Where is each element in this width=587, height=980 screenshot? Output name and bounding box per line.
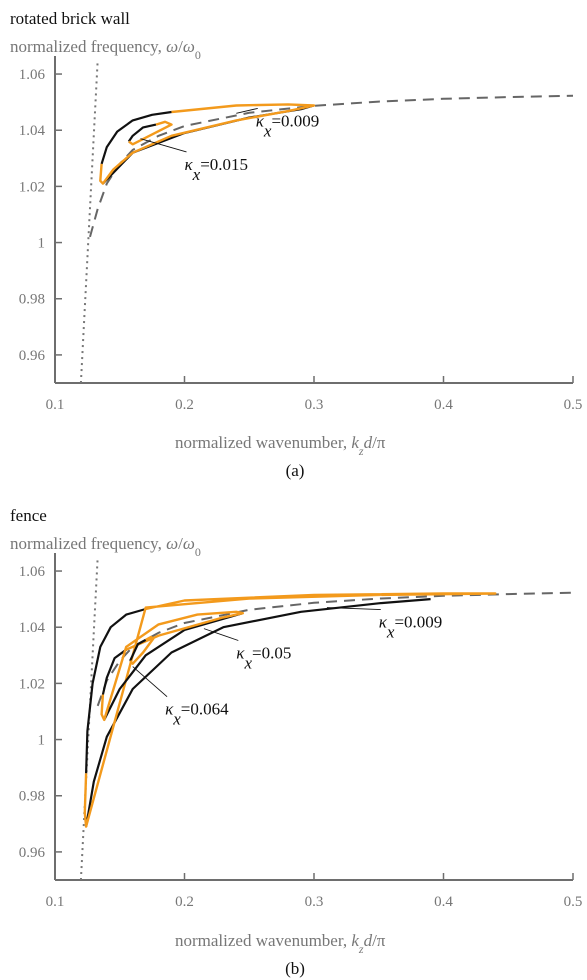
y-axis-label: normalized frequency, ω/ω0 <box>10 534 201 559</box>
x-tick-label: 0.3 <box>305 397 324 413</box>
branch-orange <box>83 592 497 828</box>
y-tick-label: 1.04 <box>19 620 46 636</box>
branch-orange <box>99 103 316 185</box>
panel-caption: (b) <box>285 959 305 978</box>
branch-black <box>129 638 147 662</box>
branch-black <box>85 607 147 774</box>
x-tick-label: 0.1 <box>46 397 65 413</box>
light-line-dotted <box>79 59 99 384</box>
branch-black <box>101 648 127 695</box>
y-tick-label: 0.98 <box>19 789 45 805</box>
y-tick-label: 0.96 <box>19 348 46 364</box>
y-tick-label: 0.98 <box>19 292 45 308</box>
x-tick-label: 0.5 <box>564 894 583 910</box>
branch-black <box>127 123 157 143</box>
y-tick-label: 1 <box>38 733 46 749</box>
x-tick-label: 0.4 <box>434 397 453 413</box>
chart-title: fence <box>10 506 47 525</box>
plot-area: 0.1 0.2 0.3 0.4 0.5 0.96 0.98 1 1.02 1.04 1.06 κx=0… <box>19 56 583 413</box>
annotation-label: κx=0.009 <box>256 111 320 140</box>
y-tick-label: 1.02 <box>19 179 45 195</box>
annotation-label: κx=0.015 <box>185 155 249 184</box>
panel-a: rotated brick wall normalized frequency,… <box>10 9 582 480</box>
x-tick-label: 0.2 <box>175 397 194 413</box>
annotation-leader <box>326 607 381 611</box>
y-tick-label: 1.06 <box>19 564 46 580</box>
x-tick-label: 0.4 <box>434 894 453 910</box>
x-tick-label: 0.5 <box>564 397 583 413</box>
chart-title: rotated brick wall <box>10 9 130 28</box>
y-tick-label: 1.06 <box>19 67 46 83</box>
annotation-label: κx=0.009 <box>379 613 443 642</box>
branch-black <box>100 110 172 165</box>
branch-orange <box>128 120 173 146</box>
x-tick-label: 0.2 <box>175 894 194 910</box>
annotation-leader <box>203 628 239 641</box>
x-tick-label: 0.3 <box>305 894 324 910</box>
branch-black <box>103 612 244 721</box>
panel-caption: (a) <box>286 461 305 480</box>
annotation-leader <box>140 138 187 153</box>
panel-b: fence normalized frequency, ω/ω0 0.1 0.2 0… <box>10 506 582 978</box>
annotation-label: κx=0.05 <box>236 643 291 672</box>
branch-orange <box>129 635 155 665</box>
dashed-reference-curve <box>89 94 574 238</box>
dashed-reference-curve <box>96 591 574 707</box>
y-axis-label: normalized frequency, ω/ω0 <box>10 37 201 62</box>
annotation-leader <box>236 107 258 114</box>
y-tick-label: 1.02 <box>19 676 45 692</box>
branch-orange <box>100 610 245 722</box>
x-axis-label: normalized wavenumber, kzd/π <box>175 433 386 458</box>
y-tick-label: 1.04 <box>19 123 46 139</box>
branch-black <box>85 598 431 827</box>
y-tick-label: 1 <box>38 236 46 252</box>
y-tick-label: 0.96 <box>19 845 46 861</box>
annotation-leader <box>132 666 168 698</box>
annotation-label: κx=0.064 <box>165 700 229 729</box>
x-tick-label: 0.1 <box>46 894 65 910</box>
plot-area: 0.1 0.2 0.3 0.4 0.5 0.96 0.98 1 1.02 1.04 1.06 κx=0… <box>19 553 583 910</box>
x-axis-label: normalized wavenumber, kzd/π <box>175 931 386 956</box>
